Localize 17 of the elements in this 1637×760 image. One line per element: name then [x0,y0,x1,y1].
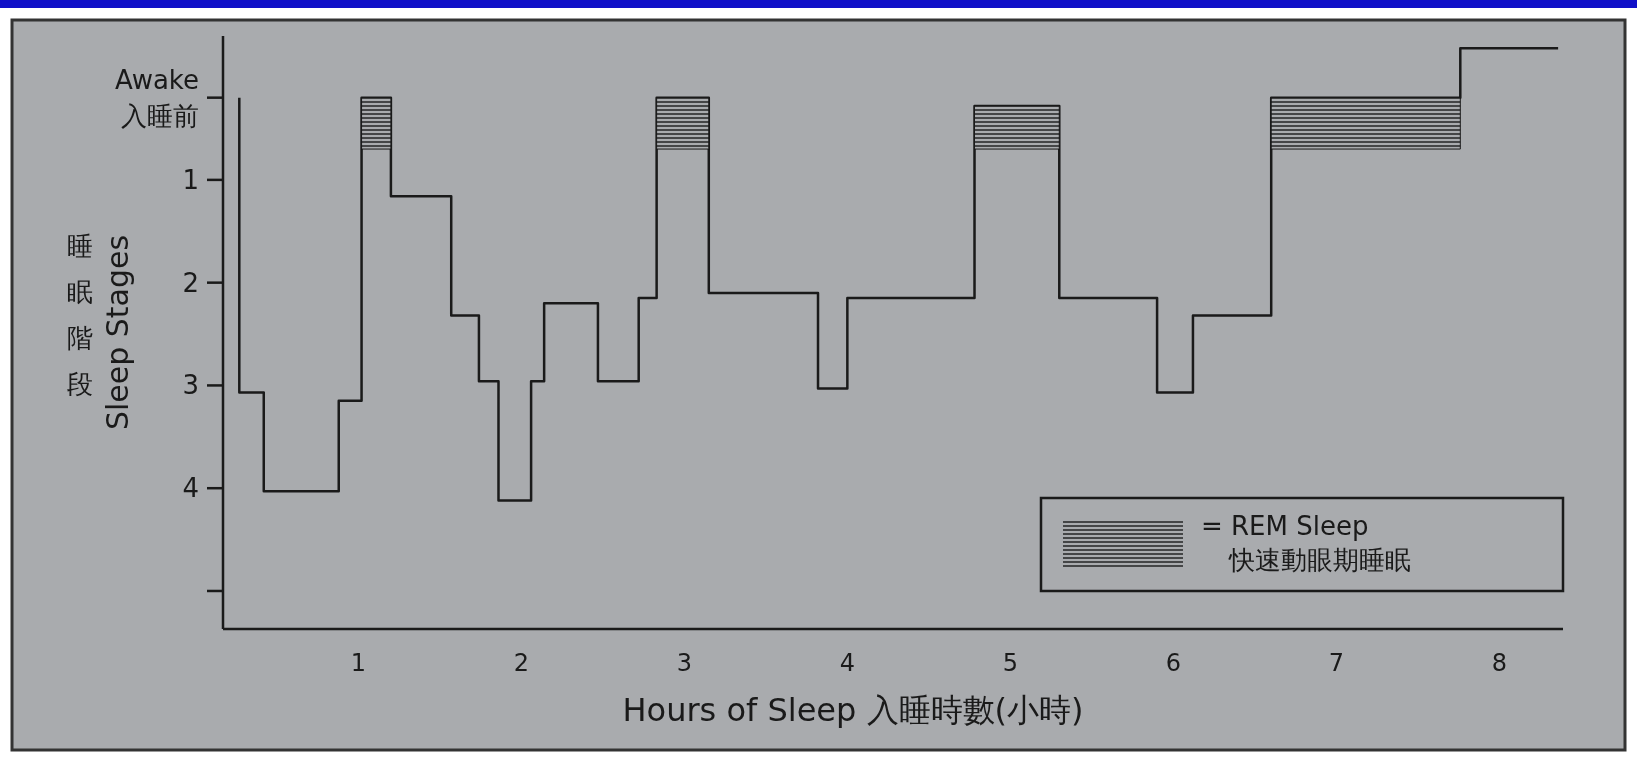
x-tick-label: 8 [1491,649,1508,677]
x-axis-title: Hours of Sleep 入睡時數(小時) [622,691,1084,729]
legend-label: = REM Sleep 快速動眼期睡眠 [1201,511,1411,575]
x-tick-label: 3 [676,649,692,677]
x-tick-label: 4 [839,649,855,677]
y-tick-label: 3 [182,370,199,401]
y-axis-title: Sleep Stages [100,234,135,431]
y-tick-label: 4 [182,473,199,504]
x-tick-label: 7 [1328,649,1345,677]
x-tick-label: 2 [513,649,529,677]
x-tick-label: 1 [350,649,366,677]
y-tick-label: 2 [182,267,199,298]
y-tick-label: 1 [182,164,199,195]
y-tick-label: Awake 入睡前 [114,64,199,131]
text: 睡眠階段 [67,230,93,399]
x-tick-label: 6 [1165,649,1182,677]
x-tick-label: 5 [1002,649,1019,677]
